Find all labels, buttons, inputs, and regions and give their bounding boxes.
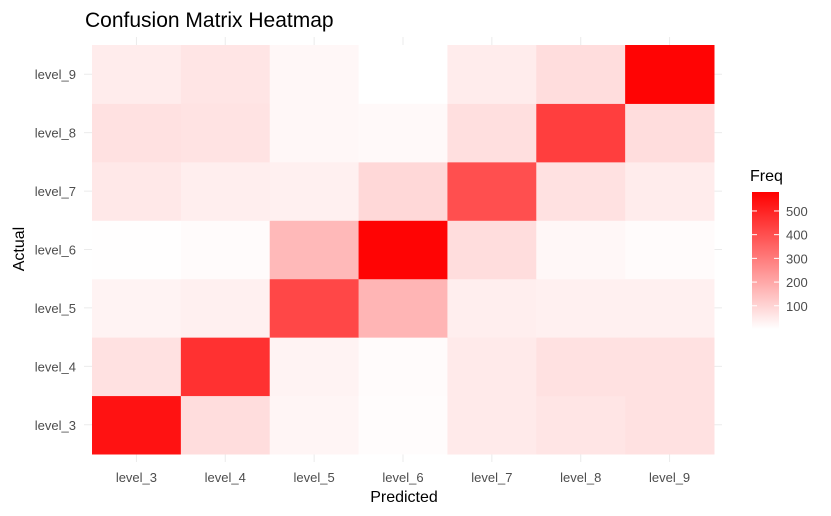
heatmap-cell	[180, 395, 271, 455]
x-axis-title: Predicted	[370, 489, 438, 506]
heatmap-cell	[269, 395, 360, 455]
x-tick-label: level_5	[294, 470, 335, 485]
heatmap-cell	[92, 161, 182, 221]
heatmap-cell	[625, 220, 715, 280]
heatmap-cell	[447, 45, 537, 104]
heatmap-cell	[625, 103, 715, 163]
legend-tick-label: 100	[786, 299, 808, 314]
heatmap-cell	[447, 337, 537, 397]
x-tick-label: level_6	[382, 470, 423, 485]
heatmap-cell	[625, 161, 715, 221]
y-tick-label: level_8	[35, 126, 76, 141]
heatmap-cell	[269, 337, 360, 397]
y-tick-labels: level_3 level_4 level_5 level_6 level_7 level…	[35, 67, 76, 433]
heatmap-cell	[625, 395, 715, 455]
heatmap-cell	[536, 161, 626, 221]
legend-tick-label: 400	[786, 228, 808, 243]
heatmap-cell	[180, 45, 271, 104]
heatmap-cell	[447, 103, 537, 163]
x-tick-label: level_7	[471, 470, 512, 485]
heatmap-cell	[536, 103, 626, 163]
legend: Freq 100 200 300 400 500	[750, 168, 808, 329]
y-axis-title: Actual	[11, 227, 28, 271]
heatmap-cell	[269, 45, 360, 104]
heatmap-cell	[625, 45, 715, 104]
heatmap-cell	[180, 337, 271, 397]
x-tick-label: level_3	[116, 470, 157, 485]
y-tick-label: level_3	[35, 418, 76, 433]
heatmap-cell	[92, 337, 182, 397]
heatmap-cell	[180, 278, 271, 338]
legend-colorbar	[752, 192, 779, 329]
y-tick-label: level_9	[35, 67, 76, 82]
heatmap-cell	[92, 220, 182, 280]
heatmap-cell	[92, 395, 182, 455]
heatmap-cell	[92, 103, 182, 163]
legend-title: Freq	[750, 168, 783, 185]
heatmap-cell	[358, 103, 448, 163]
heatmap-cell	[447, 220, 537, 280]
heatmap-cell	[447, 161, 537, 221]
heatmap-cell	[536, 337, 626, 397]
y-tick-label: level_5	[35, 301, 76, 316]
x-tick-labels: level_3 level_4 level_5 level_6 level_7 level…	[116, 470, 690, 485]
y-tick-label: level_4	[35, 359, 76, 374]
legend-tick-label: 300	[786, 251, 808, 266]
heatmap-cell	[358, 220, 448, 280]
heatmap-cell	[92, 45, 182, 104]
heatmap-cell	[358, 395, 448, 455]
y-tick-label: level_6	[35, 243, 76, 258]
legend-tick-label: 500	[786, 204, 808, 219]
y-tick-label: level_7	[35, 184, 76, 199]
x-tick-label: level_4	[205, 470, 246, 485]
heatmap-cell	[180, 220, 271, 280]
heatmap-cell	[269, 220, 360, 280]
heatmap-cell	[180, 103, 271, 163]
heatmap-cell	[358, 45, 448, 104]
heatmap-cell	[536, 395, 626, 455]
heatmap-cell	[536, 278, 626, 338]
heatmap-cell	[358, 337, 448, 397]
heatmap-cell	[269, 278, 360, 338]
legend-tick-label: 200	[786, 275, 808, 290]
heatmap-cell	[92, 278, 182, 338]
heatmap-cell	[358, 161, 448, 221]
heatmap-cells	[92, 45, 715, 455]
heatmap-cell	[180, 161, 271, 221]
chart-title: Confusion Matrix Heatmap	[85, 9, 334, 32]
heatmap-cell	[536, 220, 626, 280]
heatmap-cell	[358, 278, 448, 338]
heatmap-cell	[269, 161, 360, 221]
x-tick-label: level_9	[649, 470, 690, 485]
x-tick-label: level_8	[560, 470, 601, 485]
legend-ticks: 100 200 300 400 500	[752, 204, 808, 314]
heatmap-cell	[625, 278, 715, 338]
heatmap-cell	[447, 395, 537, 455]
heatmap-cell	[625, 337, 715, 397]
heatmap-cell	[447, 278, 537, 338]
heatmap-cell	[536, 45, 626, 104]
heatmap-cell	[269, 103, 360, 163]
